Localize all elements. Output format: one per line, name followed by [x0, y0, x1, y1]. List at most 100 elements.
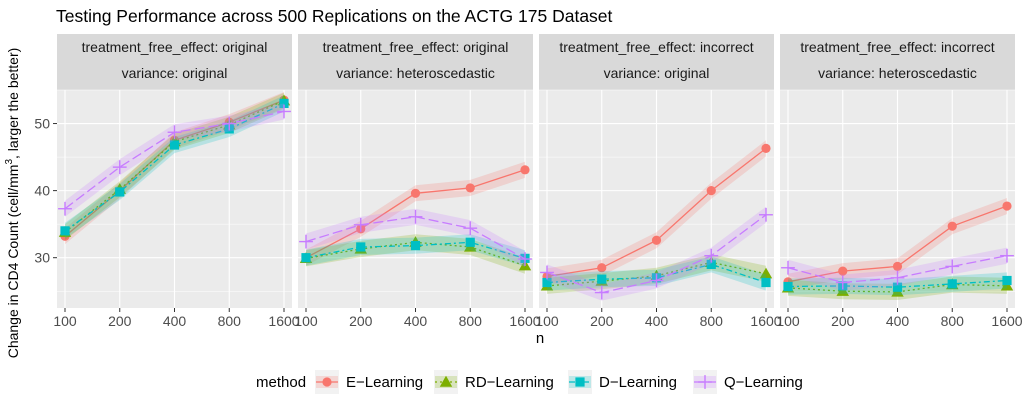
point-marker-circle: [761, 143, 771, 153]
series-group: [58, 103, 291, 217]
facet-strip: [780, 34, 1015, 90]
point-marker-square: [542, 277, 552, 288]
facet-strip-label: variance: heteroscedastic: [336, 65, 495, 81]
y-axis-title-tail: , larger the better): [5, 48, 21, 159]
point-marker-square: [761, 277, 771, 288]
data-point: [1002, 275, 1012, 286]
y-tick-label: 30: [34, 250, 50, 266]
series-group: [540, 206, 773, 301]
point-marker-circle: [322, 377, 332, 387]
series-line: [787, 279, 1008, 288]
data-point: [542, 277, 552, 288]
facet-panel: treatment_free_effect: original variance:…: [53, 34, 300, 329]
series-line: [546, 261, 767, 287]
point-marker-square: [115, 187, 125, 197]
data-point: [112, 160, 127, 175]
data-point: [410, 188, 421, 198]
point-marker-circle: [651, 235, 662, 245]
data-point: [353, 217, 368, 232]
x-tick-label: 1600: [750, 313, 781, 329]
data-point: [115, 187, 125, 197]
data-point: [597, 263, 607, 273]
point-marker-square: [356, 242, 366, 252]
data-point: [222, 116, 237, 131]
point-marker-circle: [410, 188, 421, 198]
point-marker-circle: [892, 261, 903, 272]
x-tick-label: 400: [163, 313, 187, 329]
data-point: [520, 165, 530, 175]
data-point: [408, 209, 423, 224]
x-tick-label: 1600: [991, 313, 1022, 329]
point-marker-circle: [597, 263, 607, 273]
data-point: [835, 275, 850, 290]
y-tick-label: 40: [34, 183, 50, 199]
facet-strip-label: treatment_free_effect: incorrect: [559, 39, 753, 55]
data-point: [761, 143, 771, 153]
legend-item: RD−Learning: [434, 370, 554, 394]
point-marker-square: [892, 282, 903, 292]
series-line: [546, 263, 767, 284]
y-axis-title-superscript: 3: [4, 159, 15, 165]
data-point: [301, 253, 311, 263]
y-axis: 30 40 50: [34, 116, 57, 266]
x-tick-label: 400: [645, 313, 669, 329]
facet-panel: treatment_free_effect: incorrect variance…: [535, 34, 782, 329]
x-axis-title: n: [536, 330, 544, 347]
legend-title: method: [256, 374, 306, 391]
legend-item: E−Learning: [315, 370, 423, 394]
x-tick-label: 100: [776, 313, 800, 329]
point-marker-square: [60, 226, 70, 236]
point-marker-square: [947, 279, 957, 289]
facet-panel: treatment_free_effect: incorrect variance…: [776, 34, 1023, 329]
x-tick-label: 200: [590, 313, 614, 329]
x-tick-label: 100: [294, 313, 318, 329]
facet-strip-label: variance: heteroscedastic: [818, 65, 977, 81]
data-point: [1000, 248, 1014, 263]
data-point: [649, 273, 664, 288]
x-tick-label: 1600: [268, 313, 299, 329]
data-point: [410, 241, 421, 251]
legend-label: E−Learning: [346, 374, 423, 391]
point-marker-circle: [465, 183, 475, 193]
series-group: [781, 247, 1014, 291]
data-point: [759, 207, 773, 222]
data-point: [892, 282, 903, 292]
data-point: [58, 201, 72, 216]
point-marker-circle: [706, 186, 716, 196]
facet-strip-label: variance: original: [122, 65, 228, 81]
point-marker-circle: [838, 266, 848, 276]
data-point: [167, 125, 182, 140]
data-point: [706, 186, 716, 196]
point-marker-square: [597, 274, 607, 284]
data-point: [60, 226, 70, 236]
x-tick-label: 100: [53, 313, 77, 329]
data-point: [890, 270, 905, 285]
point-marker-square: [706, 259, 716, 269]
x-tick-label: 200: [108, 313, 132, 329]
point-marker-square: [301, 253, 311, 263]
facet-strip: [539, 34, 774, 90]
data-point: [706, 259, 716, 269]
data-point: [597, 274, 607, 284]
data-point: [759, 267, 773, 279]
legend-label: Q−Learning: [724, 374, 803, 391]
data-point: [947, 279, 957, 289]
point-marker-square: [410, 241, 421, 251]
series-line: [787, 255, 1008, 284]
facet-strip: [298, 34, 533, 90]
legend-item: Q−Learning: [693, 370, 803, 394]
point-marker-circle: [520, 165, 530, 175]
data-point: [945, 259, 960, 274]
point-marker-square: [783, 281, 793, 292]
facet-strip-label: treatment_free_effect: original: [82, 39, 268, 55]
series-group: [783, 198, 1012, 290]
data-point: [892, 261, 903, 272]
series-line: [64, 102, 285, 232]
data-point: [277, 104, 291, 119]
data-point: [465, 183, 475, 193]
data-point: [540, 265, 554, 280]
facet-strip-label: treatment_free_effect: incorrect: [800, 39, 994, 55]
x-tick-label: 800: [941, 313, 965, 329]
x-tick-label: 200: [349, 313, 373, 329]
x-tick-label: 200: [831, 313, 855, 329]
